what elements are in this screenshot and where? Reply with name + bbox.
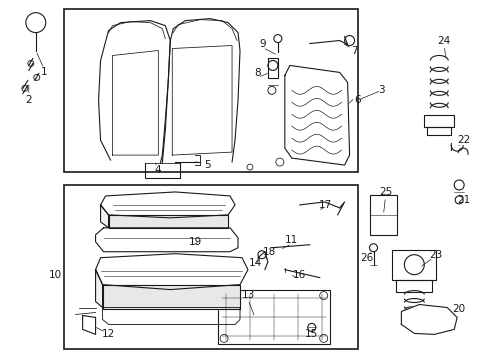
Text: 15: 15 <box>305 329 318 339</box>
Polygon shape <box>101 205 108 228</box>
Text: 13: 13 <box>241 289 254 300</box>
Text: 25: 25 <box>378 187 391 197</box>
Text: 22: 22 <box>457 135 470 145</box>
Text: 17: 17 <box>318 200 332 210</box>
Bar <box>424 115 453 127</box>
Text: 4: 4 <box>154 165 161 175</box>
Polygon shape <box>101 192 235 218</box>
Text: 19: 19 <box>188 237 202 247</box>
Bar <box>396 280 431 292</box>
Polygon shape <box>95 228 238 252</box>
Text: 26: 26 <box>359 253 372 263</box>
Text: 16: 16 <box>293 270 306 280</box>
Bar <box>392 250 435 280</box>
Polygon shape <box>285 66 349 165</box>
Text: 14: 14 <box>248 258 261 268</box>
Polygon shape <box>82 315 95 334</box>
Polygon shape <box>95 270 102 307</box>
Text: 3: 3 <box>377 85 384 95</box>
Text: 8: 8 <box>254 68 261 78</box>
Text: 10: 10 <box>49 270 62 280</box>
Bar <box>63 9 357 172</box>
Text: 24: 24 <box>437 36 450 46</box>
Text: 2: 2 <box>25 95 32 105</box>
Polygon shape <box>401 305 456 334</box>
Text: 21: 21 <box>457 195 470 205</box>
Polygon shape <box>95 254 247 289</box>
Text: 18: 18 <box>263 247 276 257</box>
Bar <box>427 127 450 135</box>
Text: 6: 6 <box>353 95 360 105</box>
Text: 5: 5 <box>203 160 210 170</box>
Polygon shape <box>102 285 240 310</box>
Bar <box>218 289 329 345</box>
Text: 23: 23 <box>429 250 442 260</box>
Bar <box>369 195 397 235</box>
Bar <box>63 185 357 349</box>
Polygon shape <box>108 215 227 228</box>
Text: 9: 9 <box>259 39 265 49</box>
Text: 20: 20 <box>452 305 465 315</box>
Text: 7: 7 <box>350 45 357 55</box>
Text: 12: 12 <box>102 329 115 339</box>
Text: 11: 11 <box>285 235 298 245</box>
Text: 1: 1 <box>41 67 47 77</box>
